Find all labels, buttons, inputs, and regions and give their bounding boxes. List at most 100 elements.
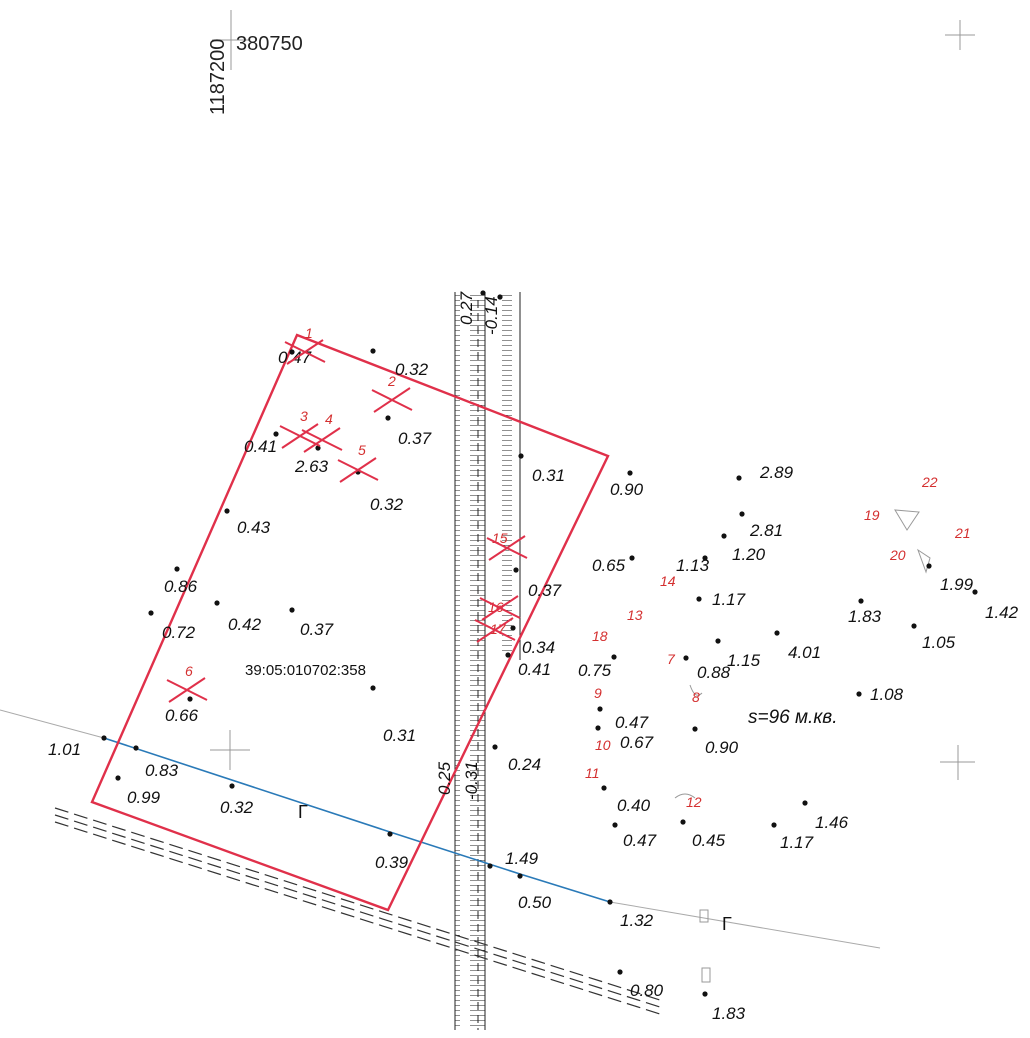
elevation-label: 4.01 — [788, 643, 821, 662]
elevation-label: 0.83 — [145, 761, 179, 780]
survey-point — [607, 899, 612, 904]
survey-point — [487, 863, 492, 868]
elevation-label: 0.41 — [518, 660, 551, 679]
point-number: 3 — [300, 408, 308, 424]
point-number: 11 — [585, 765, 600, 781]
survey-point — [492, 744, 497, 749]
survey-point — [510, 625, 515, 630]
point-number: 18 — [592, 628, 608, 644]
survey-point — [385, 415, 390, 420]
point-number: 12 — [686, 794, 702, 810]
x-coordinate: 380750 — [236, 33, 303, 55]
survey-point — [187, 696, 192, 701]
elevation-label: -0.31 — [462, 761, 481, 800]
elevation-label: 0.47 — [615, 713, 649, 732]
survey-point — [696, 596, 701, 601]
survey-point — [802, 800, 807, 805]
survey-point — [702, 991, 707, 996]
elevation-label: 1.46 — [815, 813, 849, 832]
elevation-label: 0.80 — [630, 981, 664, 1000]
elevation-label: 0.45 — [692, 831, 726, 850]
area-label: s=96 м.кв. — [748, 707, 837, 728]
survey-point — [370, 348, 375, 353]
elevation-label: 1.49 — [505, 849, 539, 868]
elevation-label: 1.05 — [922, 633, 956, 652]
survey-point — [771, 822, 776, 827]
survey-point — [387, 831, 392, 836]
elevation-label: 0.32 — [370, 495, 404, 514]
survey-point — [595, 725, 600, 730]
survey-point — [774, 630, 779, 635]
survey-plan: 380750 1187200 39:05:010702:358 s=96 м.к… — [0, 0, 1030, 1038]
point-number: 10 — [595, 737, 611, 753]
point-number: 2 — [387, 373, 396, 389]
survey-point — [601, 785, 606, 790]
survey-point — [148, 610, 153, 615]
point-number: 14 — [660, 573, 676, 589]
elevation-label: 0.88 — [697, 663, 731, 682]
elevation-label: 1.08 — [870, 685, 904, 704]
elevation-label: 0.90 — [610, 480, 644, 499]
elevation-label: 0.65 — [592, 556, 626, 575]
elevation-label: 0.31 — [383, 726, 416, 745]
survey-point — [513, 567, 518, 572]
survey-point — [612, 822, 617, 827]
elevation-label: 0.37 — [398, 429, 432, 448]
survey-point — [856, 691, 861, 696]
elevation-label: 0.37 — [300, 620, 334, 639]
point-number: 5 — [358, 442, 366, 458]
elevation-label: 0.27 — [457, 291, 476, 325]
point-number: 1 — [305, 325, 313, 341]
survey-point — [627, 470, 632, 475]
survey-point — [224, 508, 229, 513]
point-number: 7 — [667, 651, 676, 667]
point-number: 9 — [594, 685, 602, 701]
elevation-label: 1.83 — [712, 1004, 746, 1023]
elevation-label: 0.47 — [623, 831, 657, 850]
point-number: 4 — [325, 411, 333, 427]
survey-point — [858, 598, 863, 603]
survey-point — [518, 453, 523, 458]
elevation-label: 0.99 — [127, 788, 161, 807]
elevation-label: 1.15 — [727, 651, 761, 670]
point-number: 20 — [889, 547, 906, 563]
elevation-label: 1.32 — [620, 911, 654, 930]
survey-point — [972, 589, 977, 594]
point-number: 13 — [627, 607, 643, 623]
elevation-label: 0.67 — [620, 733, 654, 752]
elevation-label: 0.32 — [220, 798, 254, 817]
elevation-label: 0.25 — [435, 761, 454, 795]
survey-point — [517, 873, 522, 878]
elevation-label: 1.01 — [48, 740, 81, 759]
contour-label: Г — [298, 802, 308, 822]
survey-point — [174, 566, 179, 571]
elevation-label: 0.41 — [244, 437, 277, 456]
contour-label: Г — [722, 914, 732, 934]
survey-point — [273, 431, 278, 436]
elevation-label: 0.39 — [375, 853, 409, 872]
elevation-label: 1.17 — [712, 590, 746, 609]
elevation-label: -0.14 — [482, 296, 501, 335]
survey-point — [715, 638, 720, 643]
elevation-label: 2.81 — [749, 521, 783, 540]
elevation-label: 0.50 — [518, 893, 552, 912]
survey-point — [911, 623, 916, 628]
elevation-label: 0.43 — [237, 518, 271, 537]
elevation-label: 1.42 — [985, 603, 1019, 622]
survey-point — [229, 783, 234, 788]
elevation-label: 0.72 — [162, 623, 196, 642]
elevation-label: 1.83 — [848, 607, 882, 626]
elevation-label: 0.37 — [528, 581, 562, 600]
cadastral-number: 39:05:010702:358 — [245, 662, 366, 679]
point-number: 21 — [954, 525, 971, 541]
elevation-label: 0.42 — [228, 615, 262, 634]
survey-point — [721, 533, 726, 538]
elevation-label: 0.75 — [578, 661, 612, 680]
point-number: 8 — [692, 689, 700, 705]
survey-point — [680, 819, 685, 824]
survey-point — [926, 563, 931, 568]
elevation-label: 0.31 — [532, 466, 565, 485]
survey-point — [214, 600, 219, 605]
elevation-label: 0.24 — [508, 755, 541, 774]
point-number: 6 — [185, 663, 193, 679]
